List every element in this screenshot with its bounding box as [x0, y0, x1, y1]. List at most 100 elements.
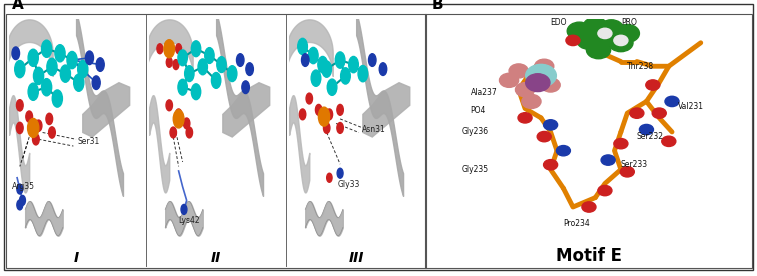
Circle shape: [319, 107, 329, 126]
Circle shape: [298, 38, 307, 55]
Circle shape: [299, 109, 306, 120]
Circle shape: [614, 35, 628, 46]
Circle shape: [600, 20, 624, 38]
Circle shape: [509, 64, 528, 78]
Circle shape: [183, 118, 190, 129]
Circle shape: [17, 100, 23, 111]
Circle shape: [518, 113, 532, 123]
Text: Gly236: Gly236: [461, 128, 488, 136]
Circle shape: [192, 84, 201, 100]
Circle shape: [567, 22, 591, 40]
Circle shape: [544, 120, 558, 130]
Circle shape: [522, 94, 541, 108]
Circle shape: [176, 44, 182, 54]
Circle shape: [28, 83, 39, 100]
Text: Gly33: Gly33: [338, 180, 360, 189]
Circle shape: [20, 195, 26, 205]
Circle shape: [42, 40, 51, 57]
Text: Gly235: Gly235: [461, 165, 488, 174]
Circle shape: [185, 66, 194, 82]
Text: B: B: [431, 0, 443, 12]
Circle shape: [28, 49, 39, 67]
Circle shape: [204, 47, 214, 63]
Circle shape: [601, 155, 615, 165]
Circle shape: [598, 185, 612, 196]
Circle shape: [181, 205, 187, 214]
Circle shape: [358, 65, 368, 82]
Text: Motif E: Motif E: [556, 247, 622, 265]
Circle shape: [322, 61, 332, 77]
Bar: [6, 14, 426, 268]
Circle shape: [337, 104, 344, 115]
Circle shape: [620, 167, 634, 177]
Circle shape: [217, 57, 226, 73]
Circle shape: [630, 108, 644, 118]
Text: Val231: Val231: [678, 102, 705, 111]
Circle shape: [73, 74, 84, 91]
Circle shape: [14, 60, 25, 78]
Circle shape: [241, 81, 249, 94]
Text: Ala237: Ala237: [471, 87, 497, 97]
Circle shape: [236, 54, 244, 67]
Circle shape: [308, 47, 318, 64]
Circle shape: [335, 52, 345, 68]
Circle shape: [323, 123, 330, 133]
Circle shape: [615, 25, 640, 42]
Text: Ser232: Ser232: [637, 132, 664, 141]
Text: PRO: PRO: [621, 18, 637, 27]
Circle shape: [516, 83, 534, 97]
Circle shape: [337, 123, 344, 133]
Bar: [425, 14, 752, 268]
Circle shape: [42, 79, 51, 96]
Text: Thr238: Thr238: [628, 62, 654, 71]
Text: Pro234: Pro234: [563, 219, 590, 228]
Circle shape: [311, 70, 321, 86]
Circle shape: [27, 118, 39, 137]
Circle shape: [326, 109, 332, 120]
Circle shape: [327, 173, 332, 182]
Text: Ser233: Ser233: [621, 160, 648, 169]
Circle shape: [96, 58, 104, 71]
Circle shape: [582, 202, 596, 212]
Text: Lys42: Lys42: [179, 216, 201, 225]
Circle shape: [170, 127, 176, 138]
Circle shape: [17, 184, 23, 194]
Circle shape: [587, 41, 611, 59]
Circle shape: [17, 122, 23, 134]
Circle shape: [48, 127, 55, 138]
Polygon shape: [223, 83, 269, 137]
Circle shape: [61, 65, 70, 82]
Circle shape: [52, 90, 62, 107]
Circle shape: [614, 139, 628, 149]
Circle shape: [55, 45, 65, 62]
Circle shape: [583, 17, 607, 35]
Circle shape: [646, 80, 660, 90]
Circle shape: [665, 96, 679, 107]
Circle shape: [525, 74, 550, 92]
Circle shape: [640, 124, 653, 135]
Circle shape: [379, 63, 387, 75]
Text: A: A: [12, 0, 24, 12]
Circle shape: [525, 64, 556, 87]
Circle shape: [327, 79, 337, 95]
Circle shape: [349, 56, 358, 73]
Text: III: III: [348, 251, 364, 265]
Text: Arg35: Arg35: [12, 182, 35, 191]
Polygon shape: [363, 83, 410, 137]
Circle shape: [46, 113, 53, 124]
Circle shape: [176, 109, 182, 120]
Circle shape: [17, 200, 23, 210]
Circle shape: [598, 28, 612, 39]
Circle shape: [316, 104, 322, 115]
Circle shape: [164, 40, 175, 58]
Circle shape: [318, 56, 328, 73]
Circle shape: [609, 34, 633, 52]
Circle shape: [92, 76, 100, 89]
Circle shape: [33, 134, 39, 145]
Circle shape: [653, 108, 666, 118]
Circle shape: [178, 79, 187, 95]
Circle shape: [192, 41, 201, 57]
Circle shape: [577, 31, 601, 49]
Text: Asn31: Asn31: [362, 126, 385, 134]
Circle shape: [78, 60, 88, 78]
